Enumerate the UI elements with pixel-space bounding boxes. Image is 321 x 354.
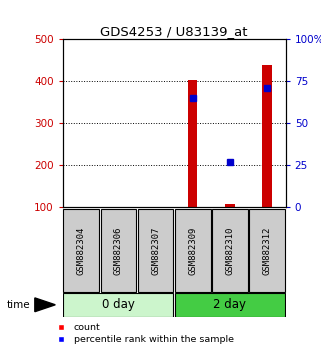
Title: GDS4253 / U83139_at: GDS4253 / U83139_at <box>100 25 248 38</box>
Bar <box>63 209 99 292</box>
Text: GSM882304: GSM882304 <box>77 226 86 275</box>
Text: GSM882310: GSM882310 <box>225 226 234 275</box>
Bar <box>63 293 173 317</box>
Text: GSM882307: GSM882307 <box>151 226 160 275</box>
Bar <box>212 209 248 292</box>
Bar <box>138 209 173 292</box>
Text: time: time <box>6 300 30 310</box>
Legend: count, percentile rank within the sample: count, percentile rank within the sample <box>51 323 234 344</box>
Bar <box>249 209 285 292</box>
Text: 2 day: 2 day <box>213 298 247 311</box>
Text: GSM882306: GSM882306 <box>114 226 123 275</box>
Text: GSM882309: GSM882309 <box>188 226 197 275</box>
Bar <box>175 209 211 292</box>
Polygon shape <box>35 298 55 312</box>
Text: GSM882312: GSM882312 <box>263 226 272 275</box>
Bar <box>188 80 197 207</box>
Bar <box>100 209 136 292</box>
Text: 0 day: 0 day <box>102 298 135 311</box>
Bar <box>175 293 285 317</box>
Bar <box>263 65 272 207</box>
Bar <box>225 204 235 207</box>
